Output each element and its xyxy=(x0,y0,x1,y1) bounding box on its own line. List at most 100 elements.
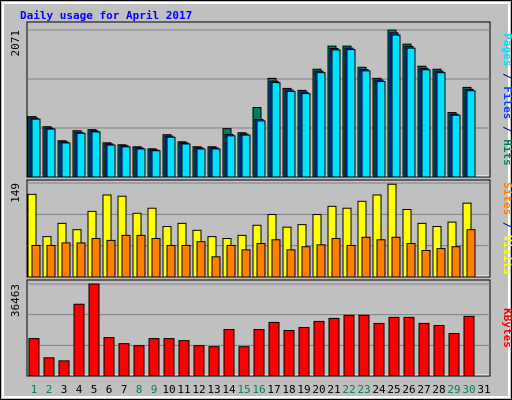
bar xyxy=(91,238,101,278)
x-tick-label: 19 xyxy=(297,383,310,396)
bar xyxy=(436,248,446,278)
bar xyxy=(136,234,146,278)
x-tick-label: 8 xyxy=(136,383,143,396)
bar xyxy=(271,239,281,278)
bar xyxy=(31,244,41,278)
bar xyxy=(226,135,236,178)
bar xyxy=(106,144,116,178)
x-tick-label: 4 xyxy=(76,383,83,396)
bar xyxy=(331,238,341,278)
bar xyxy=(256,243,266,278)
legend: Sites / Visits xyxy=(501,182,512,275)
legend-entry: Hits xyxy=(501,139,512,166)
bar xyxy=(196,241,206,278)
bar xyxy=(466,229,476,278)
bar xyxy=(388,316,400,377)
bar xyxy=(61,142,71,178)
bar xyxy=(376,81,386,178)
x-tick-label: 3 xyxy=(61,383,68,396)
legend: KBytes xyxy=(501,308,512,348)
bar xyxy=(343,314,355,377)
y-tick-label: 149 xyxy=(9,183,22,203)
bar xyxy=(418,322,430,377)
bar xyxy=(406,243,416,278)
legend-separator: / xyxy=(501,66,512,86)
x-tick-label: 22 xyxy=(342,383,355,396)
bar xyxy=(241,249,251,278)
bar xyxy=(421,69,431,178)
bar xyxy=(241,134,251,178)
bar xyxy=(46,244,56,278)
bar xyxy=(421,250,431,278)
x-tick-label: 11 xyxy=(177,383,190,396)
legend-entry: Visits xyxy=(501,235,512,275)
bar xyxy=(373,322,385,377)
x-tick-label: 30 xyxy=(462,383,475,396)
bar xyxy=(163,338,175,377)
bar xyxy=(118,343,130,377)
bar xyxy=(58,360,70,377)
legend-entry: KBytes xyxy=(501,308,512,348)
bar xyxy=(271,82,281,178)
bar xyxy=(136,148,146,178)
x-tick-label: 18 xyxy=(282,383,295,396)
legend: Pages / Files / Hits xyxy=(501,33,512,166)
bar xyxy=(361,236,371,278)
bar xyxy=(178,340,190,377)
bar xyxy=(463,315,475,377)
x-tick-label: 15 xyxy=(237,383,250,396)
bar xyxy=(376,239,386,278)
x-tick-label: 25 xyxy=(387,383,400,396)
bar xyxy=(148,338,160,377)
bar xyxy=(298,326,310,377)
bar xyxy=(328,317,340,377)
bar xyxy=(211,148,221,178)
bar xyxy=(433,324,445,377)
x-tick-label: 12 xyxy=(192,383,205,396)
bar xyxy=(301,246,311,278)
bar xyxy=(358,314,370,377)
bar xyxy=(91,131,101,178)
bar xyxy=(331,49,341,178)
bar xyxy=(406,47,416,178)
bar xyxy=(313,320,325,377)
bar xyxy=(106,239,116,278)
bar xyxy=(31,118,41,178)
x-tick-label: 14 xyxy=(222,383,236,396)
x-tick-label: 24 xyxy=(372,383,386,396)
bar xyxy=(73,303,85,377)
bar xyxy=(166,136,176,178)
legend-entry: Pages xyxy=(501,33,512,66)
chart-title: Daily usage for April 2017 xyxy=(20,9,192,22)
x-tick-label: 2 xyxy=(46,383,53,396)
bar xyxy=(151,238,161,278)
x-tick-label: 6 xyxy=(106,383,113,396)
bar xyxy=(391,34,401,178)
x-tick-label: 5 xyxy=(91,383,98,396)
x-tick-label: 31 xyxy=(477,383,490,396)
bar xyxy=(61,242,71,278)
bar xyxy=(391,236,401,278)
bar xyxy=(166,244,176,278)
bar xyxy=(46,128,56,178)
x-tick-label: 29 xyxy=(447,383,460,396)
bar xyxy=(403,316,415,377)
legend-entry: Sites xyxy=(501,182,512,215)
bar xyxy=(208,346,220,377)
bar xyxy=(133,345,145,377)
bar xyxy=(76,242,86,278)
y-tick-label: 2071 xyxy=(9,30,22,57)
bar xyxy=(256,120,266,178)
legend-separator: / xyxy=(501,215,512,235)
bar xyxy=(88,283,100,377)
legend-entry: Files xyxy=(501,86,512,119)
x-tick-label: 26 xyxy=(402,383,415,396)
x-tick-label: 20 xyxy=(312,383,325,396)
legend-separator: / xyxy=(501,119,512,139)
bar xyxy=(451,246,461,278)
bar xyxy=(76,132,86,178)
x-tick-label: 13 xyxy=(207,383,220,396)
x-tick-label: 27 xyxy=(417,383,430,396)
bar xyxy=(226,244,236,278)
